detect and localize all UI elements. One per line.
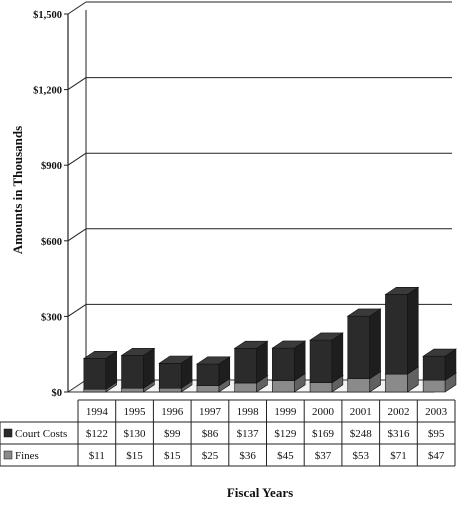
bar-court-costs-front [385, 294, 408, 375]
bar-court-costs-front [158, 362, 182, 389]
x-tick-label: 1999 [274, 406, 297, 418]
bar-court-costs [158, 355, 194, 389]
x-tick-label: 1997 [199, 406, 222, 418]
y-tick-label: $300 [41, 312, 62, 323]
gridline-depth [67, 1, 87, 15]
data-label: $169 [312, 428, 335, 440]
bar-court-costs-side [369, 308, 381, 380]
bar-court-costs-top [233, 340, 269, 349]
x-tick-label: 1998 [237, 406, 260, 418]
bar-court-costs-front [83, 358, 107, 390]
data-label: $71 [390, 450, 407, 462]
data-label: $130 [124, 428, 147, 440]
gridline-depth [67, 228, 87, 242]
gridline-depth [67, 303, 87, 317]
data-label: $47 [428, 450, 445, 462]
bar-court-costs-side [331, 332, 344, 384]
bar-court-costs-top [384, 286, 420, 295]
legend-label: Court Costs [15, 428, 67, 440]
bar-court-costs [271, 340, 307, 382]
y-tick-label: $0 [52, 388, 63, 399]
bar-court-costs-side [407, 286, 419, 375]
data-label: $95 [428, 428, 445, 440]
bar-court-costs [82, 350, 118, 390]
bar-court-costs-front [422, 355, 446, 381]
bar-court-costs [384, 286, 420, 375]
bar-fines-front [196, 385, 220, 393]
x-tick-label: 2002 [387, 406, 409, 418]
bar-court-costs [346, 308, 382, 380]
y-axis-title: Amounts in Thousands [10, 126, 25, 254]
bar-court-costs-top [309, 332, 344, 341]
data-label: $53 [353, 450, 370, 462]
legend-swatch [3, 450, 13, 460]
bar-court-costs [195, 356, 231, 387]
bar-fines-front [121, 387, 144, 393]
bar-court-costs-top [346, 308, 382, 317]
y-tick-label: $1,200 [33, 86, 62, 97]
gridline-depth [67, 152, 87, 166]
bar-court-costs-front [121, 355, 144, 389]
data-label: $45 [277, 450, 294, 462]
x-tick-label: 2003 [425, 406, 448, 418]
x-axis-title: Fiscal Years [227, 485, 293, 500]
bar-fines-front [234, 382, 257, 393]
data-label: $122 [86, 428, 108, 440]
bar-fines-front [83, 388, 107, 393]
y-tick-label: $600 [41, 237, 62, 248]
bar-court-costs-front [234, 348, 257, 384]
data-label: $11 [89, 450, 105, 462]
bar-court-costs-top [271, 340, 307, 349]
x-tick-label: 1995 [124, 406, 147, 418]
data-label: $137 [237, 428, 260, 440]
data-label: $129 [274, 428, 297, 440]
data-table: 1994 1995 1996 1997 1998 1999 2000 2001 2002 2003… [0, 399, 456, 467]
data-label: $248 [350, 428, 373, 440]
data-label: $15 [126, 450, 143, 462]
y-tick-label: $1,500 [33, 10, 62, 21]
bar-court-costs-top [195, 356, 231, 365]
bar-court-costs-front [347, 315, 371, 379]
bar-court-costs [233, 340, 269, 384]
x-tick-label: 2001 [350, 406, 372, 418]
bar-fines-front [422, 379, 446, 393]
data-label: $25 [202, 450, 219, 462]
bars [82, 286, 457, 393]
bar-fines-front [309, 382, 333, 393]
data-label: $86 [202, 428, 219, 440]
x-tick-label: 2000 [312, 406, 335, 418]
data-label: $99 [164, 428, 181, 440]
data-label: $316 [387, 428, 410, 440]
bar-court-costs-front [272, 347, 295, 381]
bar-fines-front [158, 387, 182, 393]
bar-court-costs-top [120, 347, 156, 356]
bar-fines-front [347, 378, 371, 393]
legend-label: Fines [15, 450, 39, 462]
bar-court-costs [422, 348, 457, 381]
y-axis: $0 $300 $600 $900 $1,200 $1,500 [33, 10, 69, 399]
bar-court-costs-top [158, 355, 194, 364]
data-label: $37 [315, 450, 332, 462]
data-label: $15 [164, 450, 181, 462]
bar-court-costs [309, 332, 344, 384]
data-label: $36 [239, 450, 256, 462]
gridline-depth [67, 77, 87, 91]
bar-court-costs-front [196, 363, 220, 387]
legend-swatch [3, 428, 13, 438]
y-tick-label: $900 [41, 161, 62, 172]
x-tick-label: 1996 [161, 406, 184, 418]
bar-court-costs-front [309, 339, 333, 383]
bar-court-costs-top [82, 350, 118, 359]
x-tick-label: 1994 [86, 406, 109, 418]
bar-fines-front [385, 373, 408, 393]
bar-court-costs [120, 347, 156, 389]
bar-fines-front [272, 380, 295, 393]
bar-court-costs-top [422, 348, 457, 357]
